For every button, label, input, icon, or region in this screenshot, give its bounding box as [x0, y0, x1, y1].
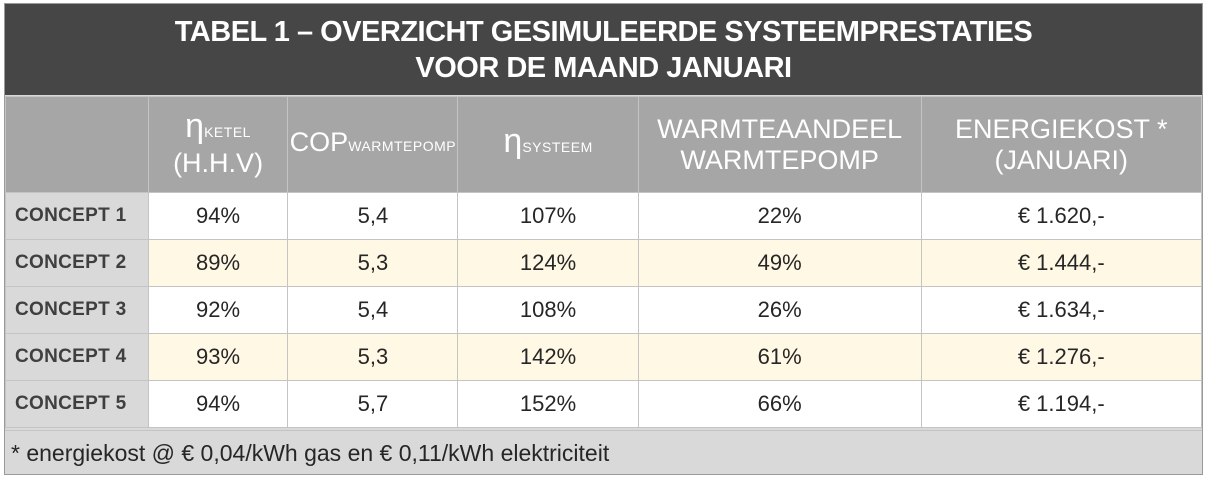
cell-eta-systeem: 107% [457, 192, 639, 240]
row-label: CONCEPT 2 [5, 239, 149, 287]
cell-energiekost: € 1.620,- [920, 192, 1203, 240]
table-row: CONCEPT 4 93% 5,3 142% 61% € 1.276,- [5, 333, 1203, 381]
cell-warmteaandeel: 26% [637, 286, 922, 334]
cell-warmteaandeel: 22% [637, 192, 922, 240]
cell-cop: 5,7 [287, 380, 459, 428]
eta-ketel-unit: (H.H.V) [173, 147, 264, 178]
cell-eta-ketel: 94% [147, 192, 289, 240]
cell-eta-systeem: 108% [457, 286, 639, 334]
table-row: CONCEPT 5 94% 5,7 152% 66% € 1.194,- [5, 380, 1203, 428]
cell-energiekost: € 1.194,- [920, 380, 1203, 428]
cell-energiekost: € 1.444,- [920, 239, 1203, 287]
energiekost-line-1: ENERGIEKOST * [954, 113, 1168, 144]
cell-eta-ketel: 94% [147, 380, 289, 428]
cell-energiekost: € 1.634,- [920, 286, 1203, 334]
table-row: CONCEPT 2 89% 5,3 124% 49% € 1.444,- [5, 239, 1203, 287]
cell-warmteaandeel: 66% [637, 380, 922, 428]
cell-eta-ketel: 92% [147, 286, 289, 334]
warmteaandeel-line-2: WARMTEPOMP [680, 144, 879, 175]
cop-label: COP [289, 127, 349, 157]
title-line-2: VOOR DE MAAND JANUARI [415, 52, 792, 84]
table-row: CONCEPT 1 94% 5,4 107% 22% € 1.620,- [5, 192, 1203, 240]
energiekost-line-2: (JANUARI) [994, 144, 1129, 175]
cell-warmteaandeel: 49% [637, 239, 922, 287]
eta-symbol: η [503, 122, 523, 160]
cell-cop: 5,3 [287, 239, 459, 287]
cell-cop: 5,3 [287, 333, 459, 381]
eta-ketel-subscript: KETEL [204, 123, 251, 140]
row-label: CONCEPT 1 [5, 192, 149, 240]
eta-systeem-subscript: SYSTEEM [522, 139, 593, 155]
cell-cop: 5,4 [287, 192, 459, 240]
cell-warmteaandeel: 61% [637, 333, 922, 381]
table-title: TABEL 1 – OVERZICHT GESIMULEERDE SYSTEEM… [5, 4, 1202, 95]
header-corner [5, 96, 149, 193]
cop-subscript: WARMTEPOMP [348, 138, 457, 154]
row-label: CONCEPT 3 [5, 286, 149, 334]
cell-eta-systeem: 142% [457, 333, 639, 381]
header-row: ηKETEL (H.H.V) COPWARMTEPOMP ηSYSTEEM WA… [5, 96, 1203, 193]
cell-eta-systeem: 124% [457, 239, 639, 287]
cell-eta-ketel: 89% [147, 239, 289, 287]
cell-eta-ketel: 93% [147, 333, 289, 381]
performance-table: TABEL 1 – OVERZICHT GESIMULEERDE SYSTEEM… [4, 3, 1203, 475]
header-energiekost: ENERGIEKOST * (JANUARI) [920, 96, 1203, 193]
row-label: CONCEPT 4 [5, 333, 149, 381]
footnote: * energiekost @ € 0,04/kWh gas en € 0,11… [5, 430, 1202, 474]
cell-energiekost: € 1.276,- [920, 333, 1203, 381]
table-row: CONCEPT 3 92% 5,4 108% 26% € 1.634,- [5, 286, 1203, 334]
header-eta-ketel: ηKETEL (H.H.V) [147, 96, 289, 193]
header-cop: COPWARMTEPOMP [287, 96, 459, 193]
eta-symbol: η [185, 106, 205, 145]
warmteaandeel-line-1: WARMTEAANDEEL [657, 113, 903, 144]
header-eta-systeem: ηSYSTEEM [457, 96, 639, 193]
table-body: CONCEPT 1 94% 5,4 107% 22% € 1.620,- CONCEPT 2… [5, 192, 1203, 428]
cell-eta-systeem: 152% [457, 380, 639, 428]
cell-cop: 5,4 [287, 286, 459, 334]
data-grid: ηKETEL (H.H.V) COPWARMTEPOMP ηSYSTEEM WA… [5, 96, 1203, 428]
header-warmteaandeel: WARMTEAANDEEL WARMTEPOMP [637, 96, 922, 193]
title-line-1: TABEL 1 – OVERZICHT GESIMULEERDE SYSTEEM… [174, 16, 1033, 48]
row-label: CONCEPT 5 [5, 380, 149, 428]
